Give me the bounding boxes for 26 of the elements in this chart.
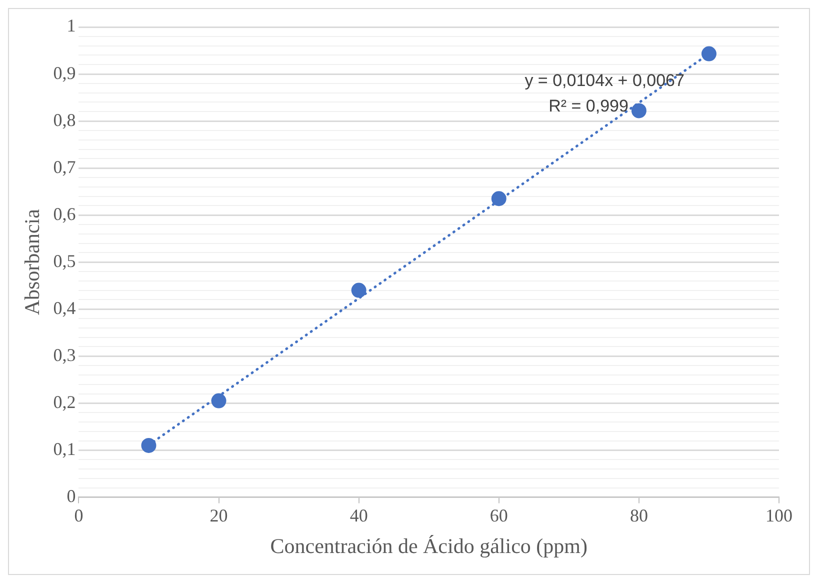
x-tick-label: 80 [630,506,648,526]
point [631,103,646,118]
y-tick-label: 0,7 [53,156,76,177]
point [351,282,366,298]
y-tick-label: 0,3 [53,344,76,365]
y-tick-label: 0,1 [53,438,76,459]
y-tick-label: 0,2 [53,392,76,412]
y-tick-label: 0,5 [53,250,76,271]
point [211,393,226,408]
x-tick-label: 20 [210,506,228,526]
annotation: y = 0,0104x + 0,0067 [524,70,684,90]
x-axis-title: Concentración de Ácido gálico (ppm) [270,534,588,558]
x-tick-label: 40 [350,506,368,526]
x-tick-label: 60 [490,506,508,526]
y-tick-label: 0,9 [53,62,76,83]
y-tick-label: 1 [66,16,76,36]
y-tick-label: 0,6 [53,204,76,224]
x-tick-label: 100 [766,506,792,526]
annotation: R² = 0,999 [548,96,628,116]
y-tick-label: 0,8 [53,110,76,130]
point [491,191,506,206]
y-tick-label: 0,4 [53,298,76,318]
y-axis-title: Absorbancia [20,208,44,316]
point [701,46,716,62]
point [141,438,156,453]
y-tick-label: 0 [66,486,76,506]
